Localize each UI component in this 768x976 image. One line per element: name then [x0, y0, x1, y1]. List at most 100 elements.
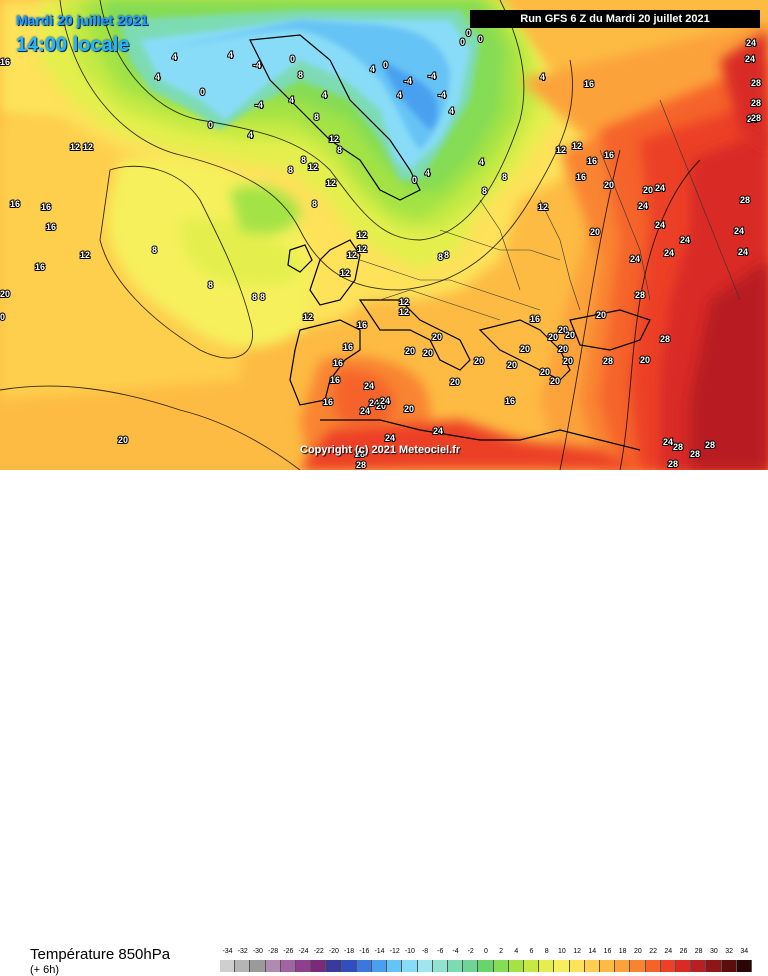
legend-swatch: [280, 960, 296, 972]
color-scale-bar: [220, 960, 752, 972]
temperature-label: 28: [668, 459, 678, 469]
temperature-label: 4: [370, 64, 375, 74]
legend-swatch: [463, 960, 479, 972]
temperature-label: 4: [289, 95, 294, 105]
temperature-label: 8: [152, 245, 157, 255]
legend-swatch: [235, 960, 251, 972]
temperature-label: 16: [505, 396, 515, 406]
copyright-notice: Copyright (c) 2021 Meteociel.fr: [300, 444, 461, 456]
legend-swatch: [660, 960, 676, 972]
legend-swatch: [630, 960, 646, 972]
temperature-label: 12: [399, 307, 409, 317]
temperature-label: 24: [385, 433, 395, 443]
temperature-label: 28: [705, 440, 715, 450]
temperature-label: 12: [83, 142, 93, 152]
legend-swatch: [493, 960, 509, 972]
lead-time: (+ 6h): [30, 964, 60, 976]
temperature-label: -4: [255, 100, 263, 110]
legend-swatch: [721, 960, 737, 972]
temperature-map: 4 4 0 0 -4 -4 4 0 4 8 4 8 12 8 12 12 8 8 8 4 0 0 0 0 -4 -4 -4 4 4 4 0 4…: [0, 0, 768, 470]
forecast-date: Mardi 20 juillet 2021: [16, 12, 149, 28]
temperature-label: 24: [630, 254, 640, 264]
temperature-label: 0: [290, 54, 295, 64]
legend-swatch: [645, 960, 661, 972]
variable-title: Température 850hPa: [30, 946, 171, 963]
temperature-label: 4: [228, 50, 233, 60]
temperature-label: 24: [663, 437, 673, 447]
temperature-label: 12: [556, 145, 566, 155]
legend-swatch: [569, 960, 585, 972]
temperature-label: 12: [357, 244, 367, 254]
temperature-label: 12: [399, 297, 409, 307]
temperature-label: 24: [433, 426, 443, 436]
temperature-label: 28: [751, 98, 761, 108]
temperature-label: 4: [449, 106, 454, 116]
temperature-label: 20: [590, 227, 600, 237]
legend-swatch: [584, 960, 600, 972]
temperature-label: 4: [172, 52, 177, 62]
temperature-label: 16: [35, 262, 45, 272]
temperature-label: 20: [550, 376, 560, 386]
legend-swatch: [676, 960, 692, 972]
legend-swatch: [508, 960, 524, 972]
temperature-label: 8: [312, 199, 317, 209]
temperature-label: 8: [444, 250, 449, 260]
legend-swatch: [250, 960, 266, 972]
legend-swatch: [341, 960, 357, 972]
temperature-label: 28: [751, 113, 761, 123]
temperature-label: 16: [10, 199, 20, 209]
temperature-label: 24: [638, 201, 648, 211]
temperature-label: 20: [520, 344, 530, 354]
temperature-label: 0: [208, 120, 213, 130]
temperature-label: 20: [565, 330, 575, 340]
temperature-label: 16: [357, 320, 367, 330]
temperature-label: 20: [404, 404, 414, 414]
temperature-label: 20: [432, 332, 442, 342]
legend-swatch: [736, 960, 752, 972]
temperature-label: 24: [655, 220, 665, 230]
temperature-label: 16: [41, 202, 51, 212]
temperature-label: 0: [200, 87, 205, 97]
temperature-label: 24: [360, 406, 370, 416]
legend-swatch: [417, 960, 433, 972]
temperature-label: 0: [383, 60, 388, 70]
temperature-label: -4: [253, 60, 261, 70]
legend-swatch: [524, 960, 540, 972]
temperature-label: -4: [404, 76, 412, 86]
legend-swatch: [402, 960, 418, 972]
temperature-label: 4: [540, 72, 545, 82]
temperature-label: 16: [530, 314, 540, 324]
temperature-label: 28: [635, 290, 645, 300]
temperature-label: 28: [603, 356, 613, 366]
temperature-label: 20: [0, 289, 10, 299]
temperature-label: 12: [70, 142, 80, 152]
temperature-label: 12: [329, 134, 339, 144]
temperature-label: 20: [474, 356, 484, 366]
temperature-label: 16: [330, 375, 340, 385]
temperature-label: 0: [478, 34, 483, 44]
temperature-label: 8: [314, 112, 319, 122]
temperature-label: 4: [425, 168, 430, 178]
legend-swatch: [311, 960, 327, 972]
temperature-label: 4: [397, 90, 402, 100]
temperature-label: 12: [340, 268, 350, 278]
temperature-label: 20: [596, 310, 606, 320]
temperature-label: 8: [288, 165, 293, 175]
legend-swatch: [296, 960, 312, 972]
temperature-label: 20: [507, 360, 517, 370]
legend-label: 34: [740, 948, 749, 955]
temperature-label: 16: [576, 172, 586, 182]
temperature-label: 28: [673, 442, 683, 452]
country-borders: [359, 99, 741, 321]
temperature-label: 8: [301, 155, 306, 165]
legend-swatch: [448, 960, 464, 972]
temperature-label: 12: [538, 202, 548, 212]
temperature-label: 28: [751, 78, 761, 88]
legend-swatch: [554, 960, 570, 972]
temperature-label: -4: [428, 71, 436, 81]
legend-swatch: [706, 960, 722, 972]
temperature-label: 4: [248, 130, 253, 140]
